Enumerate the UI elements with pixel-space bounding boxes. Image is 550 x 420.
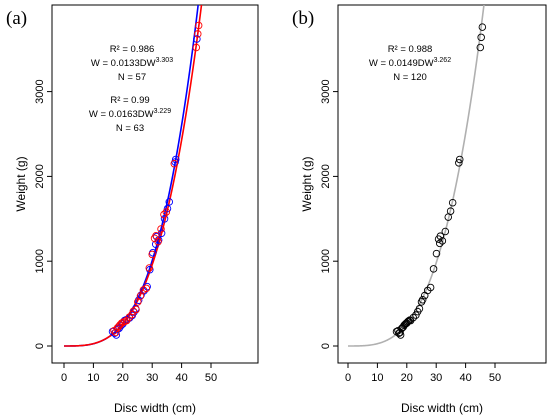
data-point: [162, 208, 171, 216]
data-point: [132, 305, 140, 314]
x-tick-label: 0: [61, 372, 67, 384]
r-squared-label: R² = 0.99: [110, 95, 149, 106]
data-point: [171, 155, 180, 164]
data-point: [128, 310, 136, 319]
x-tick-label: 50: [205, 372, 217, 384]
data-point: [154, 237, 162, 246]
data-point: [192, 43, 201, 52]
data-point: [157, 225, 165, 233]
plot-frame: [51, 4, 259, 364]
panel-label: (a): [6, 8, 27, 29]
x-tick-label: 50: [489, 372, 501, 384]
y-tick-label: 2000: [34, 164, 46, 188]
x-tick-label: 10: [371, 372, 383, 384]
plot-frame: [337, 4, 547, 364]
data-point: [160, 215, 169, 223]
data-point: [417, 298, 426, 306]
x-tick-label: 0: [345, 372, 351, 384]
data-point: [170, 159, 178, 168]
data-point: [142, 284, 151, 293]
r-squared-label: R² = 0.986: [110, 44, 155, 55]
equation-label: W = 0.0163DW3.229: [89, 108, 171, 120]
data-point: [477, 33, 485, 42]
y-tick-label: 1000: [34, 249, 46, 273]
data-point: [438, 237, 447, 245]
sample-size-label: N = 63: [116, 123, 144, 134]
x-axis-title: Disc width (cm): [401, 401, 483, 415]
y-tick-label: 3000: [320, 79, 332, 103]
data-point: [134, 296, 143, 304]
x-axis-title: Disc width (cm): [114, 401, 196, 415]
y-tick-label: 0: [320, 343, 332, 349]
equation-label: W = 0.0133DW3.303: [91, 57, 173, 69]
data-point: [429, 265, 438, 273]
y-tick-label: 1000: [320, 249, 332, 273]
data-point: [455, 155, 464, 164]
y-axis-title: Weight (g): [14, 156, 28, 211]
x-tick-label: 40: [175, 372, 187, 384]
x-tick-label: 40: [459, 372, 471, 384]
x-tick-label: 20: [117, 372, 129, 384]
data-point: [455, 159, 463, 167]
data-point: [441, 227, 450, 236]
data-point: [436, 232, 445, 240]
x-tick-label: 20: [401, 372, 413, 384]
data-point: [409, 313, 418, 322]
data-point: [194, 30, 202, 38]
panel-label: (b): [292, 8, 314, 29]
r-squared-label: R² = 0.988: [388, 44, 433, 55]
data-point: [194, 21, 203, 30]
data-point: [145, 264, 154, 272]
data-point: [426, 283, 435, 292]
y-axis-title: Weight (g): [300, 156, 314, 211]
data-point: [193, 35, 201, 43]
x-tick-label: 30: [146, 372, 158, 384]
sample-size-label: N = 57: [118, 72, 146, 83]
data-point: [136, 292, 145, 300]
data-point: [125, 313, 134, 321]
data-point: [478, 23, 487, 31]
data-point: [448, 198, 457, 207]
y-tick-label: 0: [34, 343, 46, 349]
x-tick-label: 10: [87, 372, 99, 384]
data-point: [165, 198, 174, 206]
data-point: [435, 239, 444, 248]
x-tick-label: 30: [430, 372, 442, 384]
fit-curve: [348, 5, 485, 347]
data-point: [476, 43, 485, 52]
data-point: [446, 207, 455, 215]
equation-label: W = 0.0149DW3.262: [369, 57, 451, 69]
data-point: [111, 328, 120, 337]
data-point: [160, 210, 168, 219]
data-point: [148, 250, 156, 259]
y-tick-label: 3000: [34, 79, 46, 103]
y-tick-label: 2000: [320, 164, 332, 188]
sample-size-label: N = 120: [393, 72, 427, 83]
data-point: [415, 304, 424, 313]
data-point: [163, 204, 172, 213]
data-point: [418, 296, 427, 304]
data-point: [432, 249, 441, 258]
